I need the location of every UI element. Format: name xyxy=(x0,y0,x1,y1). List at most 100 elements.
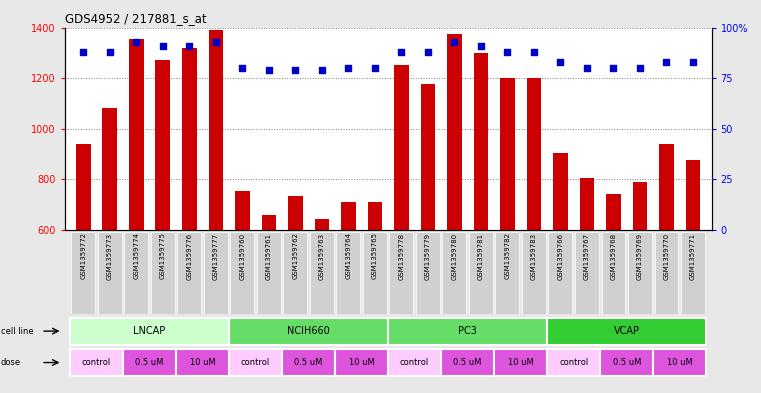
Text: GSM1359761: GSM1359761 xyxy=(266,232,272,279)
FancyBboxPatch shape xyxy=(575,231,599,314)
FancyBboxPatch shape xyxy=(98,231,122,314)
Bar xyxy=(155,61,170,230)
Point xyxy=(77,49,89,55)
Point xyxy=(130,39,142,45)
FancyBboxPatch shape xyxy=(549,231,572,314)
Text: 0.5 uM: 0.5 uM xyxy=(454,358,482,367)
Bar xyxy=(209,30,223,230)
Text: GSM1359764: GSM1359764 xyxy=(345,232,352,279)
FancyBboxPatch shape xyxy=(681,231,705,314)
Text: LNCAP: LNCAP xyxy=(133,326,166,336)
Bar xyxy=(500,78,514,230)
FancyBboxPatch shape xyxy=(628,231,652,314)
FancyBboxPatch shape xyxy=(547,318,706,345)
Point xyxy=(342,65,355,71)
Point xyxy=(395,49,407,55)
Text: GSM1359782: GSM1359782 xyxy=(505,232,511,279)
Text: 0.5 uM: 0.5 uM xyxy=(613,358,641,367)
FancyBboxPatch shape xyxy=(654,231,678,314)
FancyBboxPatch shape xyxy=(229,349,282,376)
Bar xyxy=(76,144,91,230)
Text: GSM1359775: GSM1359775 xyxy=(160,232,166,279)
FancyBboxPatch shape xyxy=(70,318,229,345)
Text: PC3: PC3 xyxy=(458,326,477,336)
Point xyxy=(661,59,673,65)
Text: control: control xyxy=(82,358,111,367)
Point xyxy=(501,49,514,55)
Point xyxy=(183,42,196,49)
FancyBboxPatch shape xyxy=(495,231,519,314)
Bar xyxy=(341,202,355,230)
FancyBboxPatch shape xyxy=(363,231,387,314)
Text: GSM1359766: GSM1359766 xyxy=(557,232,563,279)
Bar xyxy=(686,160,700,230)
Point xyxy=(369,65,381,71)
Bar xyxy=(473,53,489,230)
FancyBboxPatch shape xyxy=(441,349,494,376)
Bar xyxy=(394,66,409,230)
FancyBboxPatch shape xyxy=(547,349,600,376)
FancyBboxPatch shape xyxy=(72,231,95,314)
FancyBboxPatch shape xyxy=(442,231,466,314)
Text: GSM1359778: GSM1359778 xyxy=(398,232,404,279)
Text: GSM1359768: GSM1359768 xyxy=(610,232,616,279)
Point xyxy=(581,65,593,71)
Text: GSM1359780: GSM1359780 xyxy=(451,232,457,279)
Point xyxy=(263,67,275,73)
Text: GSM1359783: GSM1359783 xyxy=(531,232,537,279)
Text: dose: dose xyxy=(1,358,21,367)
Text: cell line: cell line xyxy=(1,327,33,336)
Text: GDS4952 / 217881_s_at: GDS4952 / 217881_s_at xyxy=(65,12,206,25)
Text: GSM1359774: GSM1359774 xyxy=(133,232,139,279)
Text: 10 uM: 10 uM xyxy=(667,358,693,367)
Point xyxy=(475,42,487,49)
Text: GSM1359765: GSM1359765 xyxy=(372,232,378,279)
Point xyxy=(210,39,222,45)
Bar xyxy=(421,84,435,230)
Text: control: control xyxy=(559,358,588,367)
FancyBboxPatch shape xyxy=(416,231,440,314)
Bar xyxy=(103,108,117,230)
Bar xyxy=(368,202,382,230)
Bar xyxy=(314,219,329,230)
Text: GSM1359772: GSM1359772 xyxy=(80,232,86,279)
FancyBboxPatch shape xyxy=(522,231,546,314)
FancyBboxPatch shape xyxy=(390,231,413,314)
FancyBboxPatch shape xyxy=(283,231,307,314)
Text: GSM1359776: GSM1359776 xyxy=(186,232,193,279)
Text: control: control xyxy=(241,358,270,367)
FancyBboxPatch shape xyxy=(177,231,201,314)
Bar xyxy=(553,153,568,230)
Bar xyxy=(262,215,276,230)
Text: GSM1359771: GSM1359771 xyxy=(690,232,696,279)
FancyBboxPatch shape xyxy=(600,349,653,376)
Point xyxy=(607,65,619,71)
Point xyxy=(422,49,434,55)
Text: control: control xyxy=(400,358,429,367)
Point xyxy=(103,49,116,55)
FancyBboxPatch shape xyxy=(70,349,123,376)
Bar xyxy=(288,196,303,230)
Point xyxy=(528,49,540,55)
FancyBboxPatch shape xyxy=(176,349,229,376)
FancyBboxPatch shape xyxy=(653,349,706,376)
Text: GSM1359763: GSM1359763 xyxy=(319,232,325,279)
Point xyxy=(687,59,699,65)
Point xyxy=(289,67,301,73)
Text: GSM1359777: GSM1359777 xyxy=(213,232,219,279)
Bar xyxy=(580,178,594,230)
Point xyxy=(236,65,248,71)
FancyBboxPatch shape xyxy=(336,231,360,314)
Text: GSM1359769: GSM1359769 xyxy=(637,232,643,279)
Text: GSM1359781: GSM1359781 xyxy=(478,232,484,279)
FancyBboxPatch shape xyxy=(388,318,547,345)
FancyBboxPatch shape xyxy=(204,231,228,314)
Text: GSM1359767: GSM1359767 xyxy=(584,232,590,279)
FancyBboxPatch shape xyxy=(282,349,335,376)
FancyBboxPatch shape xyxy=(257,231,281,314)
FancyBboxPatch shape xyxy=(388,349,441,376)
Bar xyxy=(607,195,621,230)
FancyBboxPatch shape xyxy=(123,349,176,376)
Text: GSM1359762: GSM1359762 xyxy=(292,232,298,279)
FancyBboxPatch shape xyxy=(494,349,547,376)
